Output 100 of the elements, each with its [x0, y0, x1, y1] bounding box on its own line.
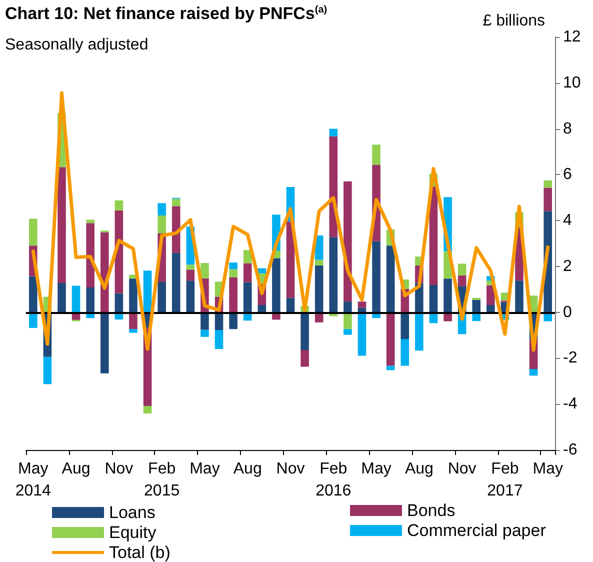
bar: [229, 269, 238, 278]
bar: [300, 312, 309, 350]
x-tick-label: Feb 2017: [487, 460, 523, 500]
bar: [43, 356, 52, 384]
bar: [486, 304, 495, 312]
bar: [329, 128, 338, 136]
bar: [172, 206, 180, 253]
bar: [400, 338, 410, 366]
bar: [214, 330, 224, 350]
bar: [358, 302, 366, 308]
bar: [100, 312, 109, 374]
x-tick-label: May: [361, 460, 392, 478]
bar: [200, 330, 209, 337]
bar: [186, 280, 195, 312]
x-tick-label: Aug: [233, 460, 262, 478]
bar: [29, 218, 38, 246]
bar: [544, 188, 552, 212]
x-tick-label: Aug: [404, 460, 434, 478]
bar: [458, 264, 466, 276]
y-tick-label: -6: [563, 442, 578, 458]
bar: [286, 298, 295, 312]
bar: [29, 312, 38, 328]
x-tick-label: Feb 2015: [144, 460, 180, 500]
bar: [86, 220, 94, 224]
y-tick-label: 4: [563, 212, 572, 230]
bar: [258, 304, 266, 312]
y-tick-label: 12: [563, 28, 581, 46]
bar: [129, 329, 138, 333]
x-tick-label: May 2014: [15, 460, 52, 500]
bar: [372, 241, 380, 312]
bar: [314, 266, 324, 312]
bar: [529, 369, 538, 376]
x-tick-label: Nov: [276, 460, 305, 478]
bar: [114, 293, 124, 312]
bar: [344, 302, 352, 312]
y-tick-label: 8: [563, 120, 572, 138]
bar: [129, 278, 138, 312]
bar: [29, 276, 38, 312]
bar: [58, 282, 66, 312]
bar: [243, 282, 252, 312]
legend-label: Commercial paper: [407, 521, 546, 540]
bar: [172, 252, 180, 312]
bar: [386, 246, 395, 312]
x-tick-label: May: [532, 460, 563, 478]
x-tick-label: Feb 2016: [316, 460, 352, 500]
bar: [358, 312, 366, 356]
x-tick-label: Nov: [448, 460, 476, 478]
bar: [200, 312, 209, 330]
bar: [186, 270, 195, 281]
y-tick-label: 6: [563, 166, 572, 184]
bar: [229, 312, 238, 330]
bar: [58, 167, 66, 283]
legend-label: Bonds: [407, 501, 456, 520]
legend-label: Loans: [109, 503, 156, 522]
bar: [400, 312, 410, 339]
bar: [444, 278, 452, 312]
y-tick-label: -4: [563, 396, 578, 413]
bar: [158, 282, 166, 312]
y-tick-label: -2: [563, 350, 578, 367]
bar: [114, 200, 124, 210]
bar: [272, 258, 280, 312]
bar: [158, 216, 166, 234]
bar: [386, 312, 395, 366]
bar: [344, 312, 352, 330]
line-series: [31, 91, 550, 352]
x-tick-label: Aug: [62, 460, 90, 478]
chart-subtitle: Seasonally adjusted: [5, 36, 148, 54]
bar: [200, 263, 209, 278]
y-tick-label: 0: [563, 304, 572, 321]
legend-label: Equity: [109, 523, 157, 542]
bar: [243, 263, 252, 282]
bar: [344, 329, 352, 335]
bar: [429, 285, 438, 312]
bar: [300, 350, 309, 367]
bar: [314, 260, 324, 266]
bar: [72, 286, 80, 312]
bar: [258, 268, 266, 274]
bar: [158, 203, 166, 216]
bar: [129, 312, 138, 330]
bar: [143, 270, 152, 312]
x-tick-label: Nov: [104, 460, 134, 478]
bar: [229, 277, 238, 312]
y-tick-label: 10: [563, 74, 581, 92]
bar: [372, 144, 380, 165]
bar: [86, 288, 94, 312]
bar: [172, 198, 180, 206]
x-tick-label: May: [190, 460, 220, 478]
bar: [229, 262, 238, 270]
bar: [143, 406, 152, 414]
bar: [415, 312, 424, 351]
bar: [472, 300, 481, 312]
bar: [515, 280, 524, 312]
bar: [458, 275, 466, 286]
bar: [86, 223, 94, 288]
legend-label: Total (b): [109, 543, 170, 562]
bar: [186, 264, 195, 270]
bar: [329, 237, 338, 312]
y-axis-title: £ billions: [482, 12, 545, 30]
y-tick-label: 2: [563, 258, 572, 275]
bar: [544, 180, 552, 188]
